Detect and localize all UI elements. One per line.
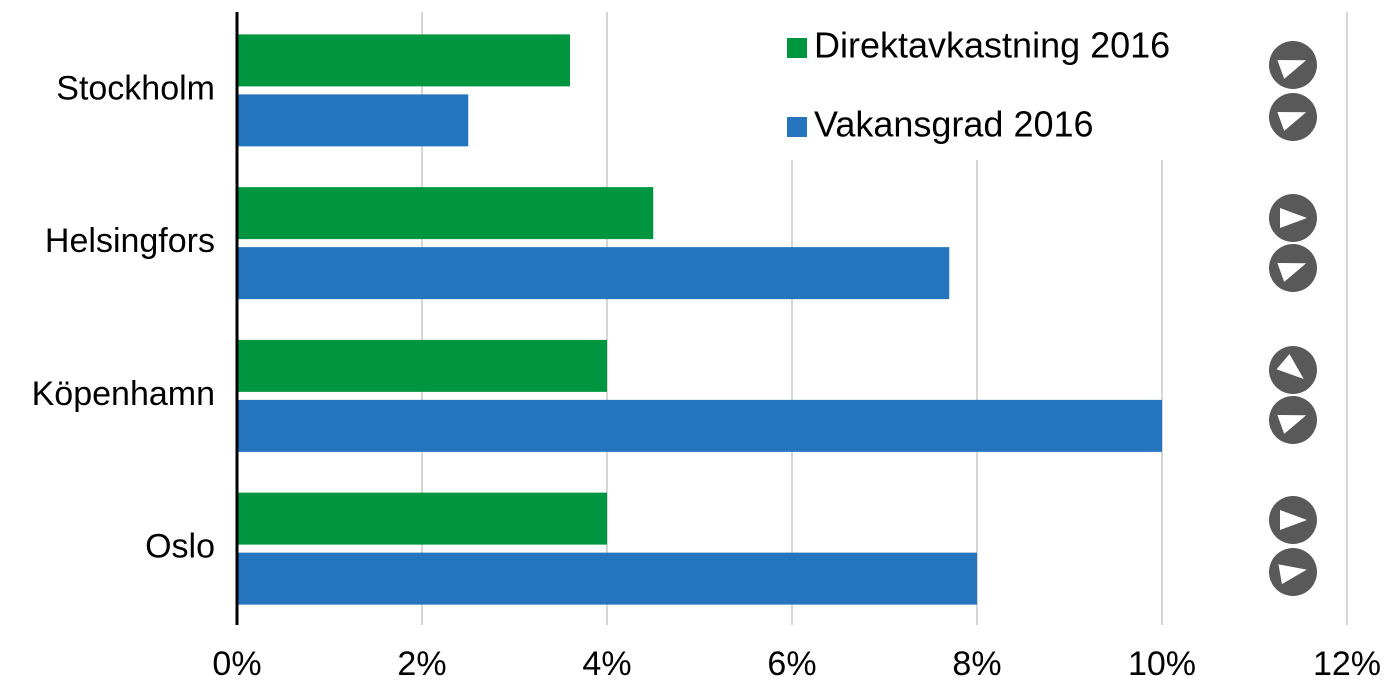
y-tick-label: Helsingfors [45,222,215,260]
y-tick-label: Stockholm [56,69,215,107]
x-tick-label: 12% [1313,645,1381,683]
x-tick-label: 8% [952,645,1001,683]
bar [237,339,607,392]
legend-label: Direktavkastning 2016 [814,25,1170,66]
bar [237,34,570,87]
y-tick-label: Oslo [145,528,215,566]
plot-area: 0% 2% 4% 6% 8% 10% 12% Stockholm Helsingfors Köpe… [32,4,1381,683]
bar [237,187,654,240]
x-tick-label: 4% [582,645,631,683]
legend-label: Vakansgrad 2016 [814,104,1094,145]
trend-icons [1269,41,1317,596]
legend-swatch [787,38,807,58]
x-tick-label: 2% [397,645,446,683]
bar [237,247,950,300]
legend-swatch [787,117,807,137]
x-tick-label: 6% [767,645,816,683]
bar [237,492,607,545]
x-tick-label: 0% [212,645,261,683]
bar [237,94,469,147]
bar [237,552,977,605]
y-tick-label: Köpenhamn [32,375,215,413]
bar [237,399,1162,452]
legend-background [772,4,1192,160]
x-tick-label: 10% [1128,645,1196,683]
